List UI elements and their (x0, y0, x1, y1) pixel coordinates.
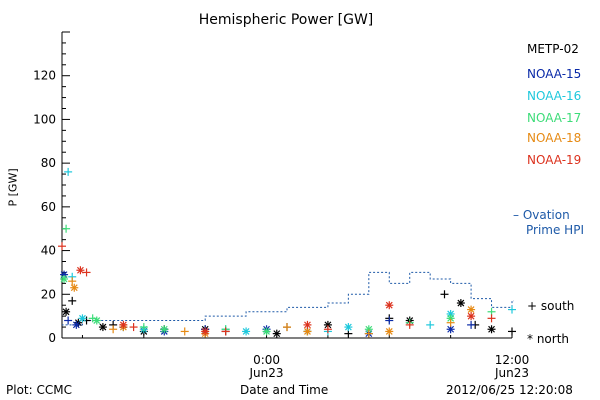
y-tick-label-100: 100 (33, 112, 56, 126)
point-noaa-19-north (467, 312, 476, 321)
point-noaa-19-south (58, 242, 66, 251)
point-metp-02-north (62, 307, 71, 316)
point-noaa-19-south (82, 268, 91, 277)
point-noaa-19-north (201, 327, 210, 336)
point-metp-02-north (456, 299, 465, 308)
point-noaa-19-south (221, 327, 230, 336)
point-noaa-19-north (385, 301, 394, 310)
y-tick-label-60: 60 (41, 200, 56, 214)
plot-timestamp: 2012/06/25 12:20:08 (446, 383, 573, 397)
point-noaa-19-south (129, 323, 138, 332)
point-noaa-19-north (76, 266, 85, 275)
y-tick-label-80: 80 (41, 156, 56, 170)
point-noaa-19-north (303, 320, 312, 329)
legend-item-noaa-19: NOAA-19 (527, 153, 582, 167)
point-noaa-16-south (64, 167, 73, 176)
point-metp-02-north (272, 329, 281, 338)
legend-north-symbol: * north (527, 332, 570, 346)
point-noaa-15-south (467, 320, 476, 329)
point-noaa-17-north (262, 327, 271, 336)
point-noaa-16-south (426, 320, 435, 329)
y-tick-label-0: 0 (48, 331, 56, 345)
chart-title: Hemispheric Power [GW] (198, 12, 374, 28)
point-noaa-17-south (62, 224, 71, 233)
point-noaa-15-north (72, 320, 81, 329)
point-noaa-15-south (385, 316, 394, 325)
x-tick-date-0: Jun23 (249, 366, 284, 380)
point-noaa-19-south (487, 314, 496, 323)
point-metp-02-south (440, 290, 449, 299)
point-noaa-17-north (160, 325, 169, 334)
point-metp-02-north (98, 323, 107, 332)
point-noaa-18-south (283, 323, 291, 332)
legend-hpi-line2: Prime HPI (526, 223, 584, 237)
x-axis-label: Date and Time (240, 383, 329, 397)
point-noaa-18-north (70, 283, 79, 292)
point-metp-02-north (487, 325, 496, 334)
legend-hpi-line1: – Ovation (513, 208, 570, 222)
legend-item-metp-02: METP-02 (527, 42, 579, 56)
legend-item-noaa-16: NOAA-16 (527, 89, 582, 103)
point-noaa-18-south (364, 329, 373, 338)
x-tick-time-1: 12:00 (495, 353, 530, 367)
y-tick-label-20: 20 (41, 287, 56, 301)
point-noaa-16-north (78, 314, 87, 323)
legend-item-noaa-18: NOAA-18 (527, 131, 582, 145)
point-metp-02-south (68, 296, 77, 305)
y-tick-label-120: 120 (33, 69, 56, 83)
point-noaa-15-south (64, 316, 73, 325)
point-metp-02-south (508, 327, 516, 336)
y-axis-label: P [GW] (6, 168, 20, 207)
point-noaa-17-north (92, 316, 101, 325)
point-noaa-19-south (405, 320, 414, 329)
point-noaa-18-north (385, 327, 394, 336)
point-noaa-17-south (139, 323, 148, 332)
legend-item-noaa-17: NOAA-17 (527, 111, 582, 125)
point-noaa-18-south (109, 325, 118, 334)
point-noaa-18-south (180, 327, 189, 336)
point-noaa-18-south (446, 318, 455, 327)
x-tick-date-1: Jun23 (494, 366, 529, 380)
y-tick-label-40: 40 (41, 244, 56, 258)
point-noaa-19-north (119, 320, 128, 329)
hpi-line (62, 271, 514, 326)
point-noaa-16-north (242, 327, 251, 336)
legend-hpi: – Ovation Prime HPI (513, 208, 584, 238)
point-noaa-16-north (344, 323, 353, 332)
point-noaa-17-north (364, 325, 373, 334)
point-noaa-19-south (323, 325, 332, 334)
legend-south-symbol: + south (527, 299, 575, 313)
legend-item-noaa-15: NOAA-15 (527, 67, 582, 81)
point-noaa-18-south (68, 277, 77, 286)
point-noaa-17-north (60, 274, 69, 283)
point-noaa-16-south (508, 305, 516, 314)
x-tick-time-0: 0:00 (253, 353, 280, 367)
plot-credit: Plot: CCMC (6, 383, 72, 397)
